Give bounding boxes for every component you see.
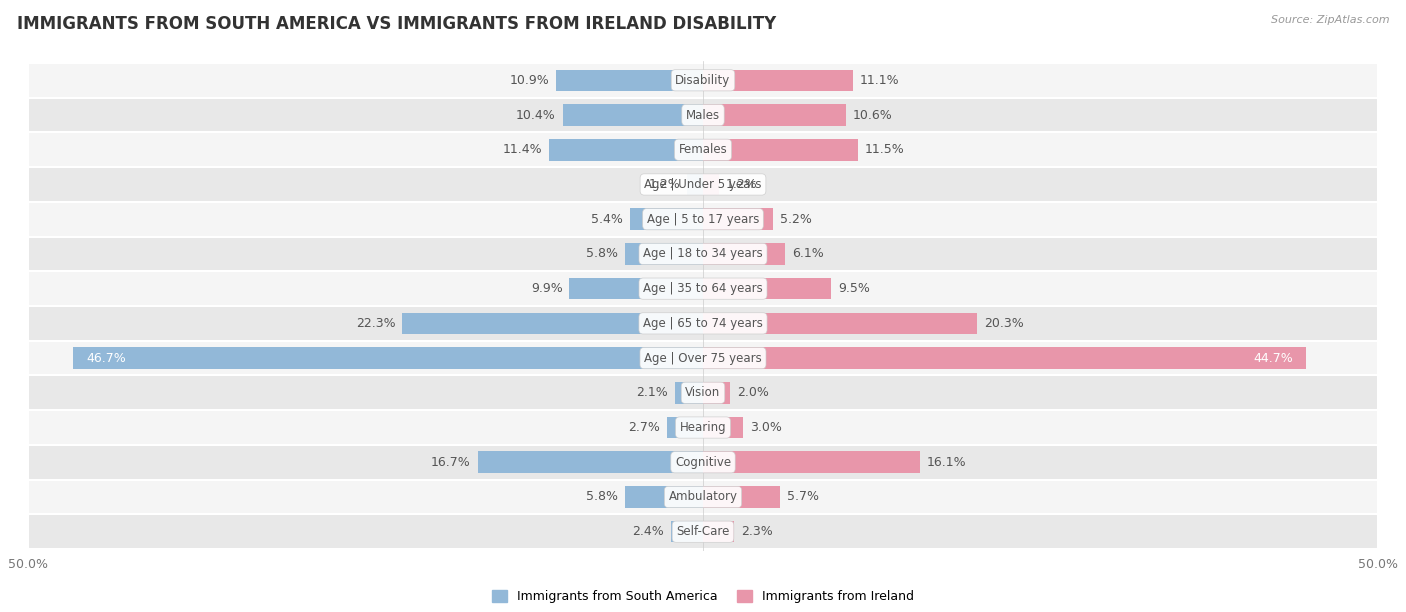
Text: Age | Under 5 years: Age | Under 5 years bbox=[644, 178, 762, 191]
Text: 11.1%: 11.1% bbox=[859, 74, 900, 87]
Bar bbox=[703, 243, 786, 264]
FancyBboxPatch shape bbox=[28, 271, 1378, 306]
FancyBboxPatch shape bbox=[28, 167, 1378, 202]
FancyBboxPatch shape bbox=[28, 63, 1378, 98]
Text: 5.7%: 5.7% bbox=[787, 490, 818, 504]
Text: 6.1%: 6.1% bbox=[792, 247, 824, 261]
Bar bbox=[478, 452, 703, 473]
Text: 1.2%: 1.2% bbox=[725, 178, 758, 191]
Bar bbox=[703, 382, 730, 403]
Bar bbox=[703, 417, 744, 438]
Text: 2.4%: 2.4% bbox=[633, 525, 664, 538]
Text: 9.5%: 9.5% bbox=[838, 282, 870, 295]
Text: 5.2%: 5.2% bbox=[780, 213, 811, 226]
Bar bbox=[402, 313, 703, 334]
Text: Age | 65 to 74 years: Age | 65 to 74 years bbox=[643, 317, 763, 330]
FancyBboxPatch shape bbox=[28, 445, 1378, 480]
Text: 46.7%: 46.7% bbox=[86, 351, 127, 365]
Bar bbox=[624, 243, 703, 264]
Text: 44.7%: 44.7% bbox=[1253, 351, 1294, 365]
Text: Females: Females bbox=[679, 143, 727, 156]
Bar bbox=[555, 70, 703, 91]
Text: Cognitive: Cognitive bbox=[675, 456, 731, 469]
Text: Source: ZipAtlas.com: Source: ZipAtlas.com bbox=[1271, 15, 1389, 25]
Text: Age | 5 to 17 years: Age | 5 to 17 years bbox=[647, 213, 759, 226]
Text: 11.5%: 11.5% bbox=[865, 143, 904, 156]
Bar bbox=[703, 278, 831, 299]
Bar bbox=[703, 209, 773, 230]
Text: IMMIGRANTS FROM SOUTH AMERICA VS IMMIGRANTS FROM IRELAND DISABILITY: IMMIGRANTS FROM SOUTH AMERICA VS IMMIGRA… bbox=[17, 15, 776, 33]
Text: 2.1%: 2.1% bbox=[636, 386, 668, 399]
Bar bbox=[666, 417, 703, 438]
Text: Males: Males bbox=[686, 108, 720, 122]
Text: Age | Over 75 years: Age | Over 75 years bbox=[644, 351, 762, 365]
FancyBboxPatch shape bbox=[28, 132, 1378, 167]
Bar bbox=[624, 486, 703, 508]
Text: 2.3%: 2.3% bbox=[741, 525, 772, 538]
Text: 16.7%: 16.7% bbox=[432, 456, 471, 469]
Bar bbox=[562, 104, 703, 126]
Text: 2.0%: 2.0% bbox=[737, 386, 769, 399]
Text: 16.1%: 16.1% bbox=[927, 456, 967, 469]
Text: 3.0%: 3.0% bbox=[751, 421, 782, 434]
Bar bbox=[703, 452, 921, 473]
Text: 20.3%: 20.3% bbox=[984, 317, 1024, 330]
Text: 5.8%: 5.8% bbox=[586, 247, 619, 261]
FancyBboxPatch shape bbox=[28, 375, 1378, 410]
Text: 10.4%: 10.4% bbox=[516, 108, 555, 122]
Text: Ambulatory: Ambulatory bbox=[668, 490, 738, 504]
Bar bbox=[550, 139, 703, 160]
Bar bbox=[703, 139, 858, 160]
Bar bbox=[703, 70, 853, 91]
Text: Vision: Vision bbox=[685, 386, 721, 399]
Text: Age | 35 to 64 years: Age | 35 to 64 years bbox=[643, 282, 763, 295]
Bar bbox=[73, 348, 703, 369]
FancyBboxPatch shape bbox=[28, 306, 1378, 341]
FancyBboxPatch shape bbox=[28, 202, 1378, 237]
FancyBboxPatch shape bbox=[28, 237, 1378, 271]
Text: Disability: Disability bbox=[675, 74, 731, 87]
Text: 1.2%: 1.2% bbox=[648, 178, 681, 191]
Bar bbox=[675, 382, 703, 403]
Bar bbox=[703, 521, 734, 542]
Bar bbox=[703, 174, 720, 195]
Bar bbox=[686, 174, 703, 195]
Text: 9.9%: 9.9% bbox=[531, 282, 562, 295]
Bar bbox=[703, 348, 1306, 369]
Text: 5.8%: 5.8% bbox=[586, 490, 619, 504]
Text: 11.4%: 11.4% bbox=[503, 143, 543, 156]
Bar bbox=[630, 209, 703, 230]
FancyBboxPatch shape bbox=[28, 341, 1378, 375]
Text: 10.6%: 10.6% bbox=[853, 108, 893, 122]
FancyBboxPatch shape bbox=[28, 410, 1378, 445]
FancyBboxPatch shape bbox=[28, 480, 1378, 514]
Bar bbox=[703, 313, 977, 334]
Text: 10.9%: 10.9% bbox=[509, 74, 550, 87]
Text: 22.3%: 22.3% bbox=[356, 317, 395, 330]
Legend: Immigrants from South America, Immigrants from Ireland: Immigrants from South America, Immigrant… bbox=[488, 585, 918, 608]
FancyBboxPatch shape bbox=[28, 514, 1378, 549]
Bar bbox=[703, 486, 780, 508]
Text: Age | 18 to 34 years: Age | 18 to 34 years bbox=[643, 247, 763, 261]
Text: 5.4%: 5.4% bbox=[592, 213, 623, 226]
Bar bbox=[671, 521, 703, 542]
Text: 2.7%: 2.7% bbox=[628, 421, 659, 434]
Text: Hearing: Hearing bbox=[679, 421, 727, 434]
FancyBboxPatch shape bbox=[28, 98, 1378, 132]
Bar bbox=[569, 278, 703, 299]
Text: Self-Care: Self-Care bbox=[676, 525, 730, 538]
Bar bbox=[703, 104, 846, 126]
